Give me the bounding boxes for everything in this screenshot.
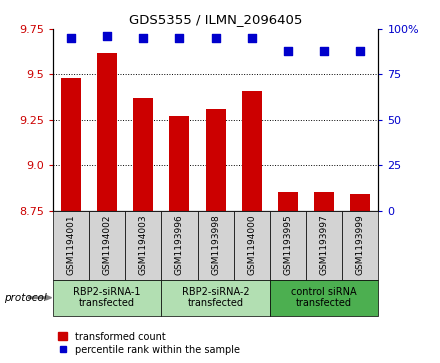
Title: GDS5355 / ILMN_2096405: GDS5355 / ILMN_2096405 [129,13,302,26]
Text: GSM1193996: GSM1193996 [175,215,184,276]
Bar [61,78,81,211]
Point [67,35,74,41]
Bar [234,211,270,280]
Bar [198,211,234,280]
Point [321,48,328,54]
Bar [306,211,342,280]
Text: RBP2-siRNA-2
transfected: RBP2-siRNA-2 transfected [182,287,249,309]
Bar [133,98,153,211]
Bar [270,280,378,316]
Bar [342,211,378,280]
Bar [314,192,334,211]
Point [140,35,147,41]
Bar [125,211,161,280]
Text: GSM1194001: GSM1194001 [66,215,75,276]
Bar [161,211,198,280]
Bar [242,91,262,211]
Text: protocol: protocol [4,293,47,303]
Point [284,48,291,54]
Bar [350,194,370,211]
Text: GSM1193999: GSM1193999 [356,215,365,276]
Text: GSM1194002: GSM1194002 [103,215,112,275]
Bar [97,53,117,211]
Text: GSM1194003: GSM1194003 [139,215,148,276]
Text: GSM1193995: GSM1193995 [283,215,293,276]
Bar [270,211,306,280]
Bar [53,211,89,280]
Bar [161,280,270,316]
Bar [53,280,161,316]
Text: GSM1193997: GSM1193997 [319,215,329,276]
Text: control siRNA
transfected: control siRNA transfected [291,287,357,309]
Bar [89,211,125,280]
Text: GSM1194000: GSM1194000 [247,215,256,276]
Bar [169,116,189,211]
Point [103,33,110,39]
Text: RBP2-siRNA-1
transfected: RBP2-siRNA-1 transfected [73,287,141,309]
Bar [278,192,298,211]
Text: GSM1193998: GSM1193998 [211,215,220,276]
Point [248,35,255,41]
Point [212,35,219,41]
Legend: transformed count, percentile rank within the sample: transformed count, percentile rank withi… [58,331,240,355]
Bar [205,109,226,211]
Point [176,35,183,41]
Point [357,48,364,54]
